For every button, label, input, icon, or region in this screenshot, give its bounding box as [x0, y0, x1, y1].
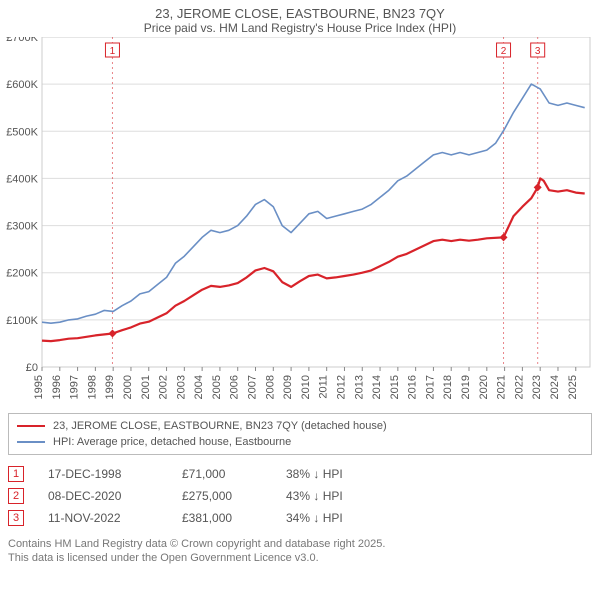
svg-text:1997: 1997: [69, 375, 81, 399]
table-row: 1 17-DEC-1998 £71,000 38% ↓ HPI: [8, 463, 592, 485]
svg-text:2018: 2018: [442, 375, 454, 399]
title-line2: Price paid vs. HM Land Registry's House …: [0, 21, 600, 35]
svg-text:2014: 2014: [371, 375, 383, 399]
sale-delta: 43% ↓ HPI: [286, 485, 343, 507]
sale-price: £71,000: [182, 463, 262, 485]
marker-number-box: 1: [8, 466, 24, 482]
table-row: 3 11-NOV-2022 £381,000 34% ↓ HPI: [8, 507, 592, 529]
svg-text:2021: 2021: [496, 375, 508, 399]
svg-text:2004: 2004: [193, 375, 205, 399]
svg-text:2001: 2001: [140, 375, 152, 399]
svg-text:3: 3: [535, 46, 541, 57]
legend-label: 23, JEROME CLOSE, EASTBOURNE, BN23 7QY (…: [53, 418, 387, 434]
svg-text:2005: 2005: [211, 375, 223, 399]
svg-text:2022: 2022: [513, 375, 525, 399]
legend-item: 23, JEROME CLOSE, EASTBOURNE, BN23 7QY (…: [17, 418, 583, 434]
sale-price: £381,000: [182, 507, 262, 529]
svg-text:£600K: £600K: [6, 79, 38, 91]
chart-area: £0 £100K £200K £300K £400K £500K £600K £700K 199…: [0, 37, 600, 407]
svg-text:2010: 2010: [300, 375, 312, 399]
svg-text:2009: 2009: [282, 375, 294, 399]
svg-text:1: 1: [110, 46, 116, 57]
svg-text:£500K: £500K: [6, 126, 38, 138]
legend-item: HPI: Average price, detached house, East…: [17, 434, 583, 450]
svg-text:£400K: £400K: [6, 173, 38, 185]
marker-number-box: 2: [8, 488, 24, 504]
svg-text:1995: 1995: [33, 375, 45, 399]
svg-text:2013: 2013: [353, 375, 365, 399]
svg-text:2016: 2016: [407, 375, 419, 399]
svg-text:1999: 1999: [104, 375, 116, 399]
sale-date: 08-DEC-2020: [48, 485, 158, 507]
svg-text:2008: 2008: [264, 375, 276, 399]
svg-text:2025: 2025: [567, 375, 579, 399]
table-row: 2 08-DEC-2020 £275,000 43% ↓ HPI: [8, 485, 592, 507]
legend-swatch: [17, 425, 45, 427]
svg-text:2011: 2011: [318, 375, 330, 399]
title-block: 23, JEROME CLOSE, EASTBOURNE, BN23 7QY P…: [0, 0, 600, 37]
footer: Contains HM Land Registry data © Crown c…: [8, 537, 592, 565]
svg-text:2002: 2002: [158, 375, 170, 399]
sale-delta: 38% ↓ HPI: [286, 463, 343, 485]
svg-text:£700K: £700K: [6, 37, 38, 44]
title-line1: 23, JEROME CLOSE, EASTBOURNE, BN23 7QY: [0, 6, 600, 21]
svg-text:£200K: £200K: [6, 268, 38, 280]
svg-text:2012: 2012: [335, 375, 347, 399]
svg-text:2017: 2017: [424, 375, 436, 399]
line-chart-svg: £0 £100K £200K £300K £400K £500K £600K £700K 199…: [0, 37, 600, 407]
sale-date: 17-DEC-1998: [48, 463, 158, 485]
sales-table: 1 17-DEC-1998 £71,000 38% ↓ HPI 2 08-DEC…: [8, 463, 592, 529]
chart-container: 23, JEROME CLOSE, EASTBOURNE, BN23 7QY P…: [0, 0, 600, 565]
svg-text:£0: £0: [26, 362, 38, 374]
svg-text:2000: 2000: [122, 375, 134, 399]
svg-text:2006: 2006: [229, 375, 241, 399]
sale-date: 11-NOV-2022: [48, 507, 158, 529]
svg-text:£100K: £100K: [6, 315, 38, 327]
footer-line1: Contains HM Land Registry data © Crown c…: [8, 537, 592, 551]
svg-text:£300K: £300K: [6, 221, 38, 233]
svg-text:2023: 2023: [531, 375, 543, 399]
svg-text:1998: 1998: [86, 375, 98, 399]
footer-line2: This data is licensed under the Open Gov…: [8, 551, 592, 565]
sale-delta: 34% ↓ HPI: [286, 507, 343, 529]
svg-text:2024: 2024: [549, 375, 561, 399]
legend-swatch: [17, 441, 45, 443]
svg-text:2: 2: [501, 46, 507, 57]
legend-label: HPI: Average price, detached house, East…: [53, 434, 291, 450]
svg-text:1996: 1996: [51, 375, 63, 399]
legend: 23, JEROME CLOSE, EASTBOURNE, BN23 7QY (…: [8, 413, 592, 455]
svg-text:2019: 2019: [460, 375, 472, 399]
svg-text:2003: 2003: [175, 375, 187, 399]
svg-text:2020: 2020: [478, 375, 490, 399]
svg-text:2007: 2007: [247, 375, 259, 399]
marker-number-box: 3: [8, 510, 24, 526]
svg-text:2015: 2015: [389, 375, 401, 399]
sale-price: £275,000: [182, 485, 262, 507]
